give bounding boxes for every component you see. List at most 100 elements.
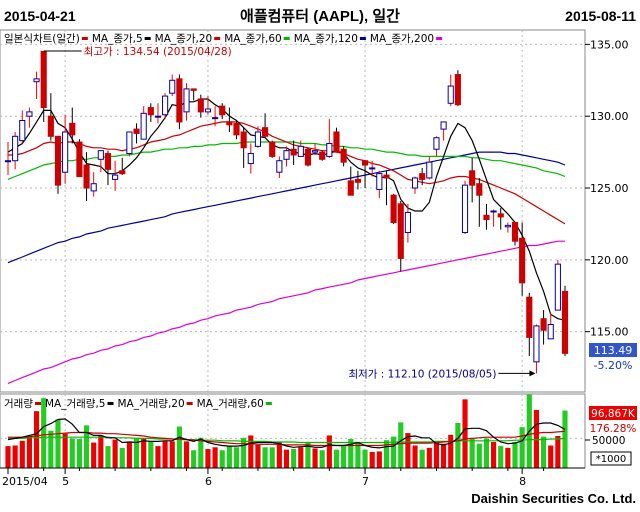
candle <box>561 285 569 357</box>
candle <box>147 103 154 122</box>
ma200-line <box>7 240 565 384</box>
candle-body-down <box>226 121 233 126</box>
last-price-tag: 113.49 -5.20% <box>589 343 637 372</box>
volume-bar-down <box>233 447 240 468</box>
volume-bar-up <box>283 449 290 468</box>
volume-bar-up <box>98 435 104 468</box>
volume-bar-up <box>162 441 168 468</box>
volume-bar-up <box>426 447 432 468</box>
candle <box>54 135 62 194</box>
candle-body-up <box>404 211 411 234</box>
ma120-line <box>7 151 566 264</box>
start-date: 2015-04-21 <box>4 8 76 24</box>
volume-bar-up <box>141 438 147 468</box>
candle <box>511 221 519 246</box>
candle-body-up <box>433 137 440 150</box>
candle <box>47 93 54 141</box>
last-volume-tag-box <box>589 406 637 420</box>
volume-bar-down <box>562 410 568 468</box>
volume-bar-down <box>55 419 61 468</box>
volume-bar-up <box>548 445 554 468</box>
volume-bar-down <box>48 430 54 468</box>
volume-bar-down <box>398 422 404 468</box>
volume-bar-up <box>276 441 282 468</box>
candle-body-up <box>376 173 383 190</box>
candle <box>33 71 40 99</box>
candle-body-down <box>333 131 340 153</box>
candle-body-down <box>190 88 197 91</box>
candle <box>262 113 269 138</box>
volume-axis-label: 50000 <box>592 435 625 447</box>
volume-bar-up <box>533 409 540 468</box>
candle <box>426 156 433 180</box>
candle <box>69 107 76 144</box>
candle-body-up <box>90 183 97 192</box>
candle <box>397 200 404 272</box>
candle-body-down <box>483 214 490 221</box>
candle-body-up <box>97 150 104 160</box>
volume-ma60-line <box>8 436 566 444</box>
volume-bar-down <box>476 443 482 468</box>
candle-body-down <box>497 213 504 218</box>
volume-bar-down <box>76 438 82 468</box>
volume-bar-down <box>83 425 90 468</box>
volume-bar-up <box>312 448 318 468</box>
candle-body-up <box>411 177 419 189</box>
candle-body-down <box>262 127 269 137</box>
legend-swatch <box>214 37 221 40</box>
legend-label: MA_종가,60 <box>224 33 282 45</box>
candle <box>354 170 361 190</box>
price-tick-label: 130.00 <box>590 110 629 123</box>
candle-body-up <box>369 167 376 170</box>
legend-swatch <box>144 37 151 40</box>
candle-body-down <box>419 173 426 180</box>
candle <box>383 170 390 206</box>
candle-body-up <box>126 131 133 155</box>
candle <box>140 106 147 140</box>
candle <box>62 114 69 184</box>
volume-bar-down <box>262 447 268 468</box>
legend-swatch <box>265 402 272 405</box>
candle-body-down <box>290 148 297 156</box>
volume-bar-up <box>248 435 254 468</box>
candle <box>183 83 190 121</box>
candle <box>304 147 311 167</box>
volume-tags: 96,867K 176.28% 50000 *1000 <box>585 406 637 466</box>
date-tick-label: 2015/04 <box>2 475 48 488</box>
candle-body-up <box>554 263 561 311</box>
price-tick-label: 115.00 <box>590 326 629 339</box>
candle <box>276 156 283 178</box>
volume-bar-up <box>155 446 161 468</box>
legend-label: MA_거래량,60 <box>197 398 264 410</box>
candle <box>283 146 290 167</box>
candle <box>433 136 440 157</box>
candle-body-down <box>233 122 240 136</box>
candle-body-up <box>33 78 40 83</box>
date-axis: 2015/04 5 6 7 8 <box>0 467 585 488</box>
candle <box>176 74 183 130</box>
volume-bar-down <box>483 438 490 468</box>
candle-body-down <box>133 128 140 134</box>
candle-body-down <box>511 221 519 242</box>
low-annotation: 최저가 : 112.10 (2015/08/05) <box>348 368 536 380</box>
candle-body-down <box>240 131 247 149</box>
candle-body-down <box>526 296 533 338</box>
volume-bar-down <box>69 438 75 468</box>
legend-label: 일본식차트(일간) <box>4 32 80 45</box>
volume-bar-down <box>362 449 368 468</box>
candle <box>112 160 119 191</box>
candle-body-up <box>533 325 540 363</box>
volume-bar-down <box>305 441 311 468</box>
candle <box>369 160 376 177</box>
candle-body-up <box>504 224 511 228</box>
volume-bar-down <box>241 437 247 468</box>
legend-swatch <box>359 37 366 40</box>
candle <box>454 70 461 107</box>
date-tick-label: 6 <box>205 475 212 488</box>
candle <box>169 74 176 97</box>
candle <box>12 131 19 170</box>
candle <box>419 167 426 186</box>
volume-bar-up <box>369 452 375 468</box>
candle-body-down <box>347 180 354 196</box>
high-annotation: 최고가 : 134.54 (2015/04/28) <box>43 46 232 58</box>
